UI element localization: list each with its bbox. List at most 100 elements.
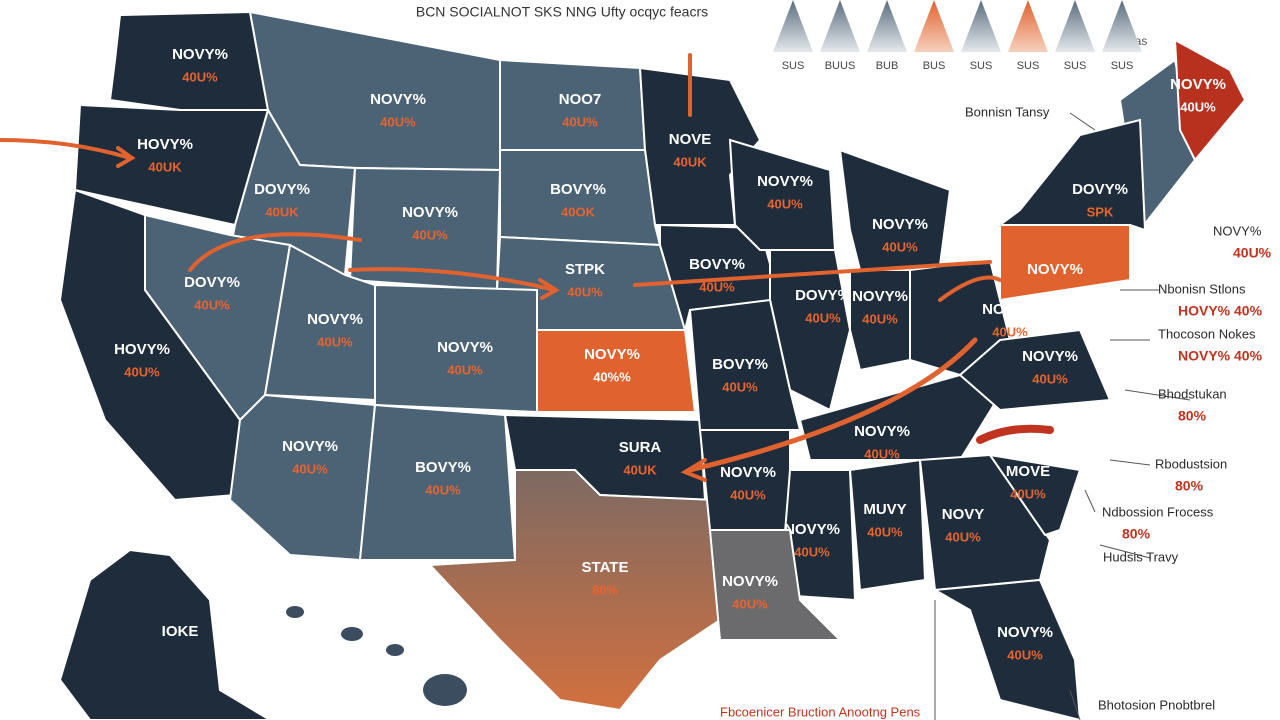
state-value: 80%	[592, 582, 618, 597]
state-label: NOVY%	[282, 438, 338, 455]
state-value: 40U%	[562, 114, 598, 129]
state-value: 40UK	[148, 159, 182, 174]
triangle-label: SUS	[970, 60, 993, 72]
callout-value: 80%	[1175, 478, 1204, 494]
state-value: 40U%	[867, 524, 903, 539]
triangle-label: SUS	[782, 60, 805, 72]
state-label: NOVY%	[722, 573, 778, 590]
state-value: 40U%	[722, 379, 758, 394]
state	[728, 138, 837, 251]
triangle-label: SUS	[1064, 60, 1087, 72]
state-label: NOVY%	[402, 204, 458, 221]
state-label: BOVY%	[712, 356, 768, 373]
state-label: NOVY%	[437, 339, 493, 356]
state-value: 40U%	[447, 362, 483, 377]
triangle-label: BUB	[876, 60, 899, 72]
state-label: MOVE	[1006, 463, 1050, 480]
state	[536, 329, 697, 413]
callout-label: Bhodstukan	[1158, 386, 1227, 401]
state-label: SURA	[619, 439, 662, 456]
callout-label: NOVY%	[1213, 223, 1262, 238]
triangle-label: SUS	[1017, 60, 1040, 72]
state-label: NOVY%	[1022, 348, 1078, 365]
state	[1173, 38, 1247, 162]
triangle	[820, 0, 860, 52]
state-value: 40U%	[1180, 99, 1216, 114]
triangle-label: BUS	[923, 60, 946, 72]
islands	[286, 606, 467, 706]
title: BCN SOCIALNOT SKS NNG Ufty ocqyc feacrs	[416, 4, 708, 20]
state	[427, 469, 722, 712]
callout-value: 80%	[1178, 408, 1207, 424]
callout-label: Bonnisn Tansy	[965, 104, 1050, 119]
state-label: DOVY%	[254, 181, 310, 198]
state	[918, 453, 1052, 592]
triangle	[867, 0, 907, 52]
state-label: NOVE	[669, 131, 712, 148]
state	[708, 529, 843, 641]
state-label: NOVY%	[854, 423, 910, 440]
callout-label: Hudsis Travy	[1103, 549, 1179, 564]
state-value: 40U%	[380, 114, 416, 129]
triangle	[914, 0, 954, 52]
state-value: 40U%	[292, 461, 328, 476]
state-label: NOVY%	[872, 216, 928, 233]
callout-value: 40U%	[1233, 245, 1272, 261]
state-value: 40U%	[1010, 486, 1046, 501]
state	[931, 578, 1082, 720]
state	[499, 149, 662, 247]
state-value: 40U%	[699, 279, 735, 294]
callout-label: Ndbossion Frocess	[1102, 504, 1214, 519]
state-label: NOVY%	[584, 346, 640, 363]
state-value: 40U%	[864, 446, 900, 461]
callout-lines	[934, 112, 1191, 720]
state-label: NOVY	[942, 506, 985, 523]
state	[997, 118, 1147, 232]
arrows	[0, 53, 1054, 482]
state-label: NOVY%	[784, 521, 840, 538]
state	[228, 393, 377, 562]
state-label: NOVY%	[982, 301, 1038, 318]
triangle	[1102, 0, 1142, 52]
state	[848, 458, 927, 592]
footer: Fbcoenicer Bruction Anootng Pens	[720, 704, 921, 719]
callout-value: NOVY% 40%	[1178, 348, 1263, 364]
triangle-strip: SUS BUUS BUB BUS SUS SUS SUS SUS	[773, 0, 1142, 72]
state-label: BOVY%	[689, 256, 745, 273]
state-value: 40U%	[730, 487, 766, 502]
state-value: 40U%	[567, 284, 603, 299]
state-label: DOVY%	[795, 287, 851, 304]
state-value: 40U%	[805, 310, 841, 325]
state-value: 40UK	[265, 204, 299, 219]
state-value: 40U%	[794, 544, 830, 559]
state-label: STPK	[565, 261, 605, 278]
state	[849, 269, 911, 372]
callout-value: HOVY% 40%	[1178, 303, 1263, 319]
states: NOVY% 40U% HOVY% 40UK NOVY% 40U% NOO7 40U% NOVE 4…	[58, 10, 1247, 720]
triangle-label: BUUS	[825, 60, 856, 72]
state-value: 40UK	[673, 154, 707, 169]
state-label: IOKE	[162, 623, 199, 640]
triangle	[1055, 0, 1095, 52]
state-value: 40U%	[1032, 371, 1068, 386]
state-value: 40U%	[882, 239, 918, 254]
callout-label: Bhotosion Pnobtbrel	[1098, 697, 1215, 712]
state	[999, 224, 1131, 302]
state	[987, 453, 1082, 537]
state-value: 40U%	[992, 324, 1028, 339]
state-label: BOVY%	[550, 181, 606, 198]
state-value: 40U%	[124, 364, 160, 379]
triangle-label: SUS	[1111, 60, 1134, 72]
state-label: STATE	[582, 559, 629, 576]
state-value: 40U%	[182, 69, 218, 84]
state-value: 40U%	[317, 334, 353, 349]
state-label: NOVY%	[997, 624, 1053, 641]
callout-label: Thocoson Nokes	[1158, 326, 1256, 341]
state	[58, 548, 272, 720]
state-label: NOVY%	[757, 173, 813, 190]
state-label: NOVY%	[720, 464, 776, 481]
state-value: 40U%	[732, 596, 768, 611]
state-value: 40U%	[194, 297, 230, 312]
state-label: NOVY%	[1170, 76, 1226, 93]
